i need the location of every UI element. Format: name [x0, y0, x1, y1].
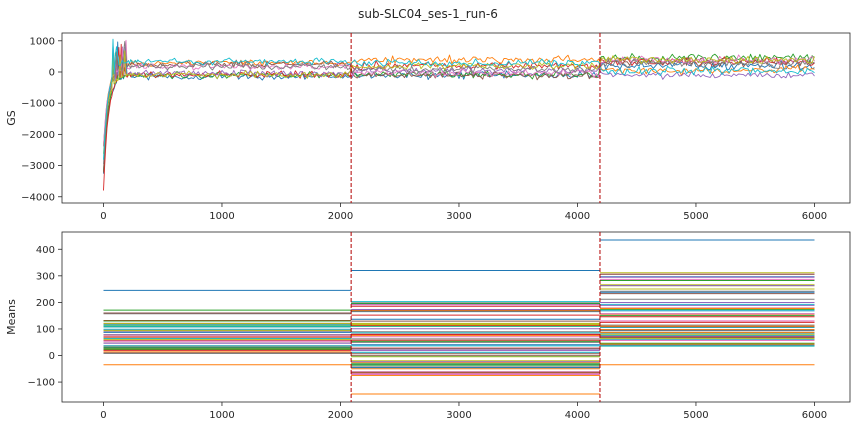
top-y-tick-label: −1000 — [21, 99, 55, 110]
bottom-y-tick-label: −100 — [28, 378, 55, 389]
top-vlines — [350, 33, 601, 203]
bottom-y-tick-label: 0 — [49, 351, 55, 362]
gs-series-line — [103, 39, 815, 146]
top-x-tick-label: 6000 — [802, 211, 827, 222]
top-y-tick-label: −3000 — [21, 161, 55, 172]
top-plot-frame — [61, 32, 851, 204]
figure-title: sub-SLC04_ses-1_run-6 — [358, 7, 498, 21]
bottom-x-tick-label: 5000 — [683, 410, 708, 421]
top-x-tick-label: 2000 — [328, 211, 353, 222]
bottom-y-ticks: −100 0 100 200 300 400 — [28, 245, 62, 389]
bottom-panel: 0 1000 2000 3000 4000 5000 6000 −100 0 100 200 300… — [5, 231, 851, 421]
bottom-x-tick-label: 1000 — [209, 410, 234, 421]
top-y-axis-label: GS — [5, 110, 18, 126]
top-x-tick-label: 3000 — [446, 211, 471, 222]
top-series-group — [103, 38, 815, 191]
top-y-tick-label: −4000 — [21, 192, 55, 203]
top-x-tick-label: 5000 — [683, 211, 708, 222]
bottom-vlines — [350, 232, 601, 402]
gs-series-line — [103, 41, 815, 165]
bottom-y-tick-label: 300 — [36, 271, 55, 282]
top-y-tick-label: 1000 — [30, 36, 55, 47]
top-panel: 0 1000 2000 3000 4000 5000 6000 −4000 −3000 −200… — [5, 32, 851, 222]
top-x-tick-label: 0 — [100, 211, 106, 222]
gs-series-line — [103, 38, 815, 160]
bottom-x-tick-label: 4000 — [565, 410, 590, 421]
bottom-x-ticks: 0 1000 2000 3000 4000 5000 6000 — [100, 402, 827, 421]
gs-series-line — [103, 54, 815, 147]
top-x-ticks: 0 1000 2000 3000 4000 5000 6000 — [100, 203, 827, 222]
top-x-tick-label: 4000 — [565, 211, 590, 222]
bottom-x-tick-label: 3000 — [446, 410, 471, 421]
top-y-ticks: −4000 −3000 −2000 −1000 0 1000 — [21, 36, 62, 203]
bottom-x-tick-label: 2000 — [328, 410, 353, 421]
top-x-tick-label: 1000 — [209, 211, 234, 222]
bottom-y-tick-label: 200 — [36, 298, 55, 309]
bottom-x-tick-label: 0 — [100, 410, 106, 421]
top-y-tick-label: −2000 — [21, 130, 55, 141]
bottom-y-axis-label: Means — [5, 299, 18, 335]
bottom-y-tick-label: 100 — [36, 324, 55, 335]
top-y-tick-label: 0 — [49, 67, 55, 78]
bottom-y-tick-label: 400 — [36, 245, 55, 256]
bottom-series-group — [103, 239, 815, 395]
bottom-x-tick-label: 6000 — [802, 410, 827, 421]
